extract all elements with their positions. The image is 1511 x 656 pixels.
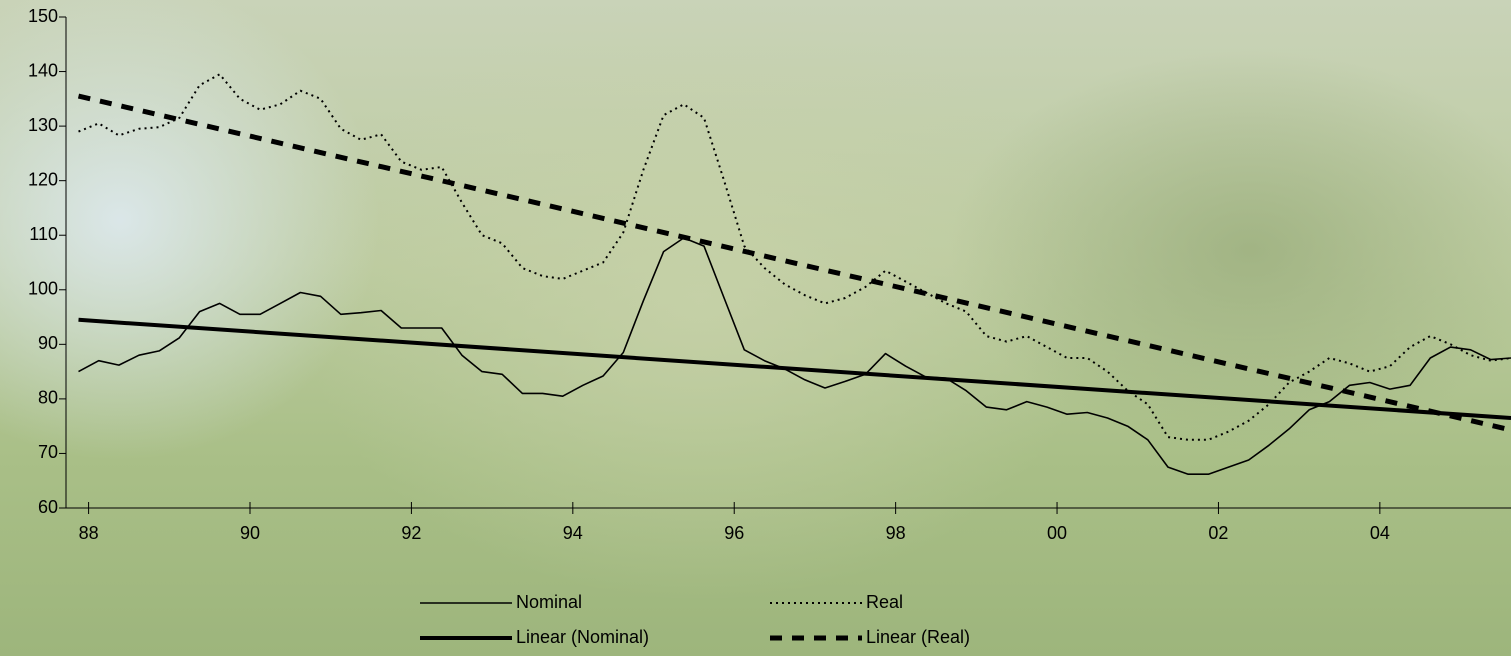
y-tick-label: 140 (28, 60, 58, 80)
legend-label: Nominal (516, 592, 582, 612)
x-tick-label: 92 (401, 523, 421, 543)
y-tick-label: 80 (38, 388, 58, 408)
y-tick-label: 150 (28, 6, 58, 26)
y-tick-label: 90 (38, 333, 58, 353)
legend-label: Linear (Nominal) (516, 627, 649, 647)
x-tick-label: 88 (79, 523, 99, 543)
y-tick-label: 110 (29, 224, 58, 244)
y-tick-label: 60 (38, 497, 58, 517)
legend-label: Linear (Real) (866, 627, 970, 647)
y-tick-label: 100 (28, 279, 58, 299)
x-tick-label: 94 (563, 523, 583, 543)
series-line (78, 317, 1511, 420)
series-line (78, 73, 1511, 441)
y-tick-label: 70 (38, 442, 58, 462)
x-tick-label: 04 (1370, 523, 1390, 543)
x-tick-label: 90 (240, 523, 260, 543)
x-tick-label: 02 (1208, 523, 1228, 543)
series-line (77, 93, 1511, 433)
y-tick-label: 130 (28, 115, 58, 135)
y-tick-label: 120 (28, 169, 58, 189)
x-tick-label: 98 (886, 523, 906, 543)
x-tick-label: 00 (1047, 523, 1067, 543)
x-tick-label: 96 (724, 523, 744, 543)
series-line (78, 237, 1511, 475)
legend-label: Real (866, 592, 903, 612)
